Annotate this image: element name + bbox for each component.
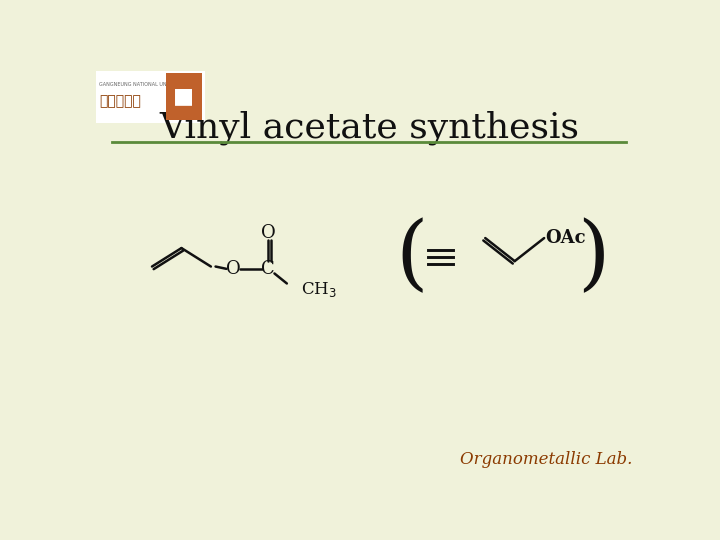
FancyBboxPatch shape xyxy=(96,71,204,123)
Text: 강릉대학교: 강릉대학교 xyxy=(99,94,141,108)
Text: O: O xyxy=(261,224,276,242)
Text: C: C xyxy=(261,260,275,278)
Text: Vinyl acetate synthesis: Vinyl acetate synthesis xyxy=(159,111,579,145)
Text: ): ) xyxy=(577,217,610,298)
Text: CH$_3$: CH$_3$ xyxy=(301,280,337,299)
Text: Organometallic Lab.: Organometallic Lab. xyxy=(460,450,632,468)
FancyBboxPatch shape xyxy=(166,72,202,120)
Text: ■: ■ xyxy=(174,86,194,106)
Text: (: ( xyxy=(395,217,428,298)
Text: OAc: OAc xyxy=(546,229,586,247)
Text: O: O xyxy=(226,260,240,278)
Text: GANGNEUNG NATIONAL UNIVERSITY: GANGNEUNG NATIONAL UNIVERSITY xyxy=(99,82,189,87)
